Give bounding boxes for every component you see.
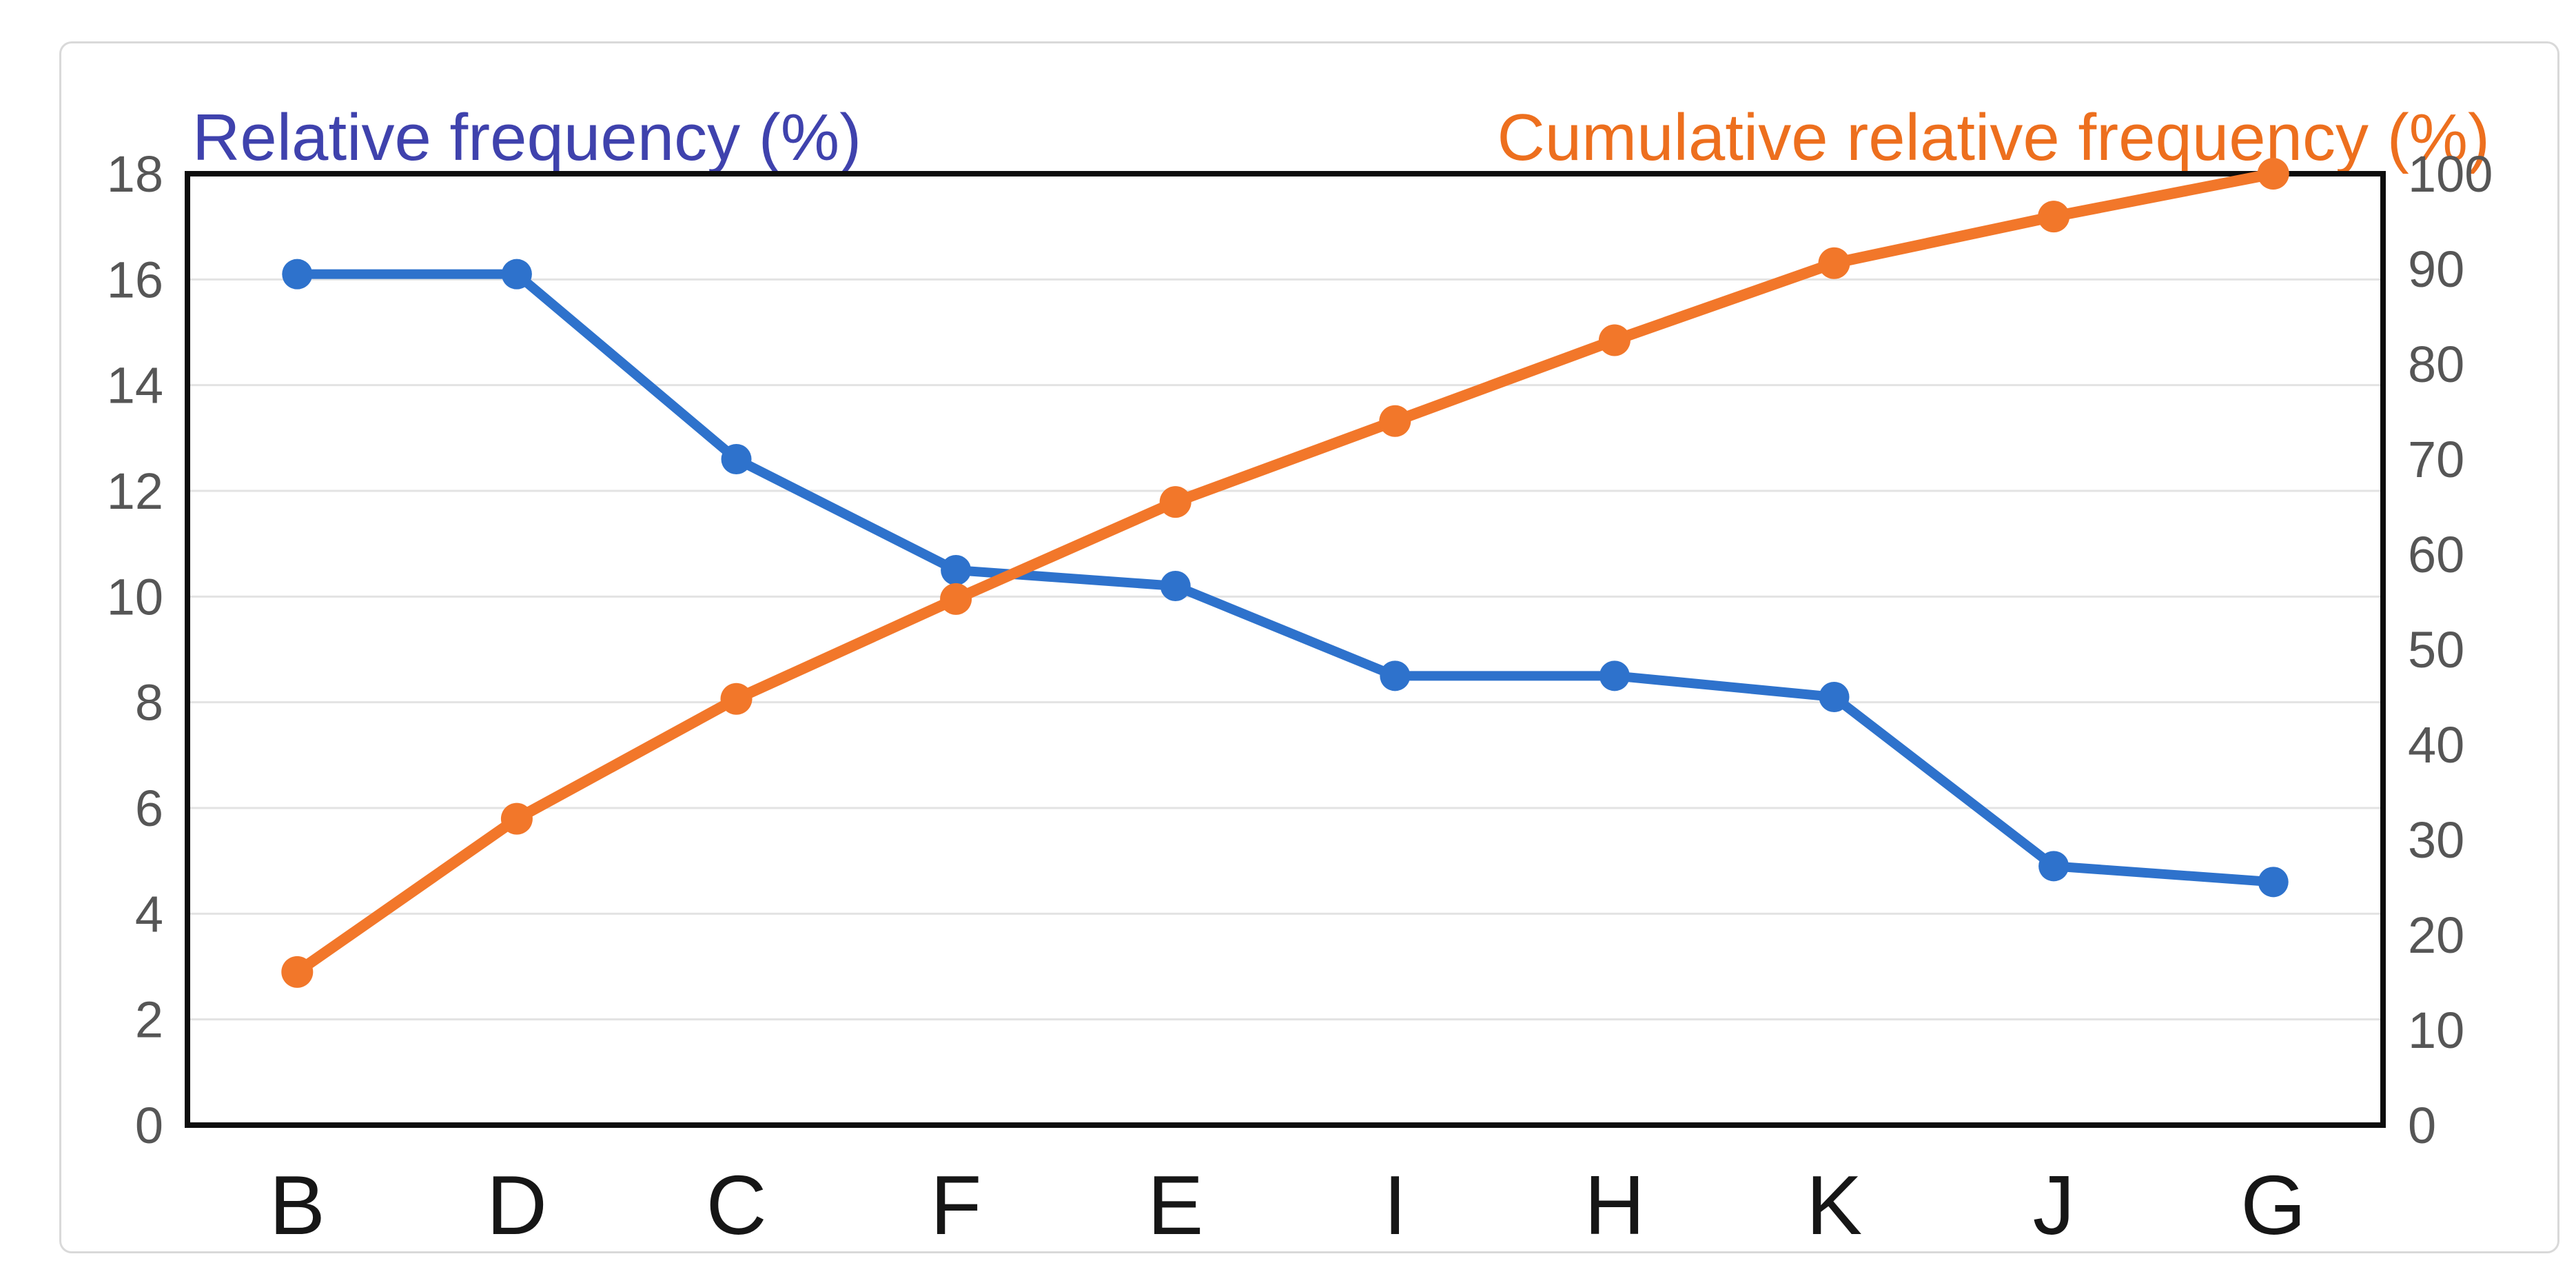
x-category-label: F	[930, 1158, 982, 1252]
series-point-cumulative	[1159, 486, 1192, 518]
right-axis-title: Cumulative relative frequency (%)	[1497, 101, 2490, 174]
y-left-tick-label: 0	[135, 1097, 163, 1154]
x-category-label: D	[487, 1158, 547, 1252]
series-point-cumulative	[1818, 247, 1850, 279]
series-line-relative	[292, 269, 2278, 887]
chart-card: Relative frequency (%) Cumulative relati…	[59, 41, 2559, 1253]
y-right-tick-label: 0	[2408, 1097, 2436, 1154]
series-point-relative	[282, 259, 313, 290]
y-right-tick-label: 10	[2408, 1002, 2464, 1059]
series-point-relative	[1819, 682, 1850, 712]
series-point-cumulative	[1379, 405, 1411, 437]
series-point-relative	[501, 259, 532, 290]
x-category-label: B	[269, 1158, 325, 1252]
y-left-tick-label: 14	[107, 357, 163, 414]
x-category-label: I	[1383, 1158, 1407, 1252]
y-right-tick-label: 40	[2408, 716, 2464, 774]
series-point-relative	[2038, 851, 2069, 882]
y-left-tick-label: 4	[135, 885, 163, 942]
y-left-tick-label: 8	[135, 674, 163, 731]
y-right-tick-label: 80	[2408, 336, 2464, 393]
y-left-tick-label: 6	[135, 780, 163, 837]
x-category-label: J	[2033, 1158, 2075, 1252]
series-point-cumulative	[500, 802, 533, 835]
series-point-relative	[1160, 571, 1191, 601]
y-left-tick-label: 12	[107, 463, 163, 520]
series-point-relative	[2258, 867, 2289, 898]
y-left-tick-label: 10	[107, 568, 163, 625]
series-point-relative	[1599, 660, 1630, 691]
y-right-tick-label: 100	[2408, 145, 2493, 203]
x-category-label: K	[1806, 1158, 1862, 1252]
y-right-tick-label: 60	[2408, 526, 2464, 583]
x-category-label: E	[1147, 1158, 1203, 1252]
y-left-tick-label: 18	[107, 145, 163, 203]
series-point-cumulative	[940, 583, 972, 615]
series-point-cumulative	[720, 683, 753, 715]
x-category-label: C	[706, 1158, 766, 1252]
series-point-relative	[941, 555, 972, 585]
y-right-tick-label: 90	[2408, 241, 2464, 298]
y-right-tick-label: 70	[2408, 431, 2464, 488]
series-point-cumulative	[1598, 324, 1631, 356]
plot-frame	[185, 171, 2386, 1128]
series-point-relative	[721, 444, 752, 474]
series-point-cumulative	[2038, 201, 2070, 233]
y-right-tick-label: 20	[2408, 907, 2464, 964]
series-point-cumulative	[2257, 158, 2289, 190]
y-right-tick-label: 50	[2408, 621, 2464, 678]
series-point-relative	[1380, 660, 1411, 691]
x-category-label: G	[2240, 1158, 2306, 1252]
y-left-tick-label: 2	[135, 991, 163, 1049]
x-category-label: H	[1584, 1158, 1645, 1252]
series-line-cumulative	[292, 168, 2279, 978]
y-left-tick-label: 16	[107, 251, 163, 308]
series-point-cumulative	[281, 956, 314, 988]
left-axis-title: Relative frequency (%)	[192, 101, 862, 174]
y-right-tick-label: 30	[2408, 811, 2464, 869]
